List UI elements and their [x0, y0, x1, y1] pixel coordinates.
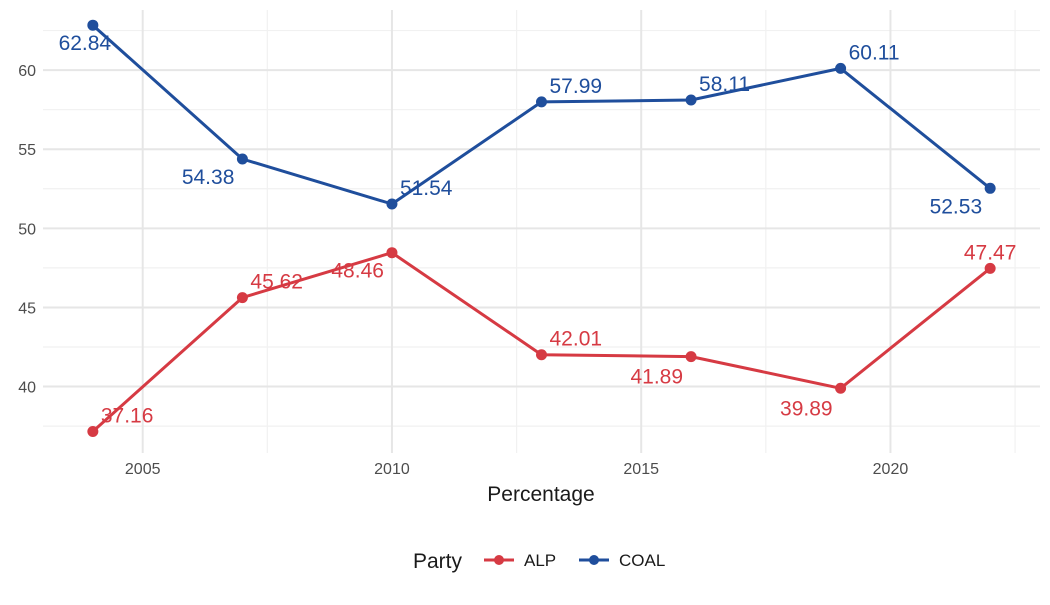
data-label-alp: 48.46 [331, 260, 384, 283]
data-point-coal [984, 182, 996, 194]
data-label-alp: 47.47 [964, 241, 1017, 264]
y-tick-label: 40 [18, 380, 36, 397]
legend-title: Party [413, 550, 463, 573]
data-point-alp [236, 292, 248, 304]
legend-label-alp: ALP [524, 551, 556, 570]
legend-label-coal: COAL [619, 551, 665, 570]
data-point-coal [87, 19, 99, 31]
data-labels: 37.16 45.62 48.46 42.01 41.89 39.89 47.47 62.84… [59, 32, 1017, 427]
data-label-coal: 57.99 [550, 75, 603, 98]
data-label-alp: 45.62 [250, 271, 303, 294]
x-axis-title: Percentage [487, 483, 594, 506]
data-point-coal [536, 96, 547, 108]
data-label-coal: 58.11 [699, 73, 750, 96]
x-axis-ticks: 2005 2010 2015 2020 [125, 461, 908, 478]
data-point-alp [685, 351, 697, 363]
data-label-alp: 41.89 [630, 366, 683, 389]
legend-marker-coal [589, 555, 599, 565]
data-label-coal: 51.54 [400, 177, 453, 200]
data-point-coal [386, 198, 398, 210]
y-axis-ticks: 40 45 50 55 60 [18, 63, 36, 396]
series-layer [87, 19, 996, 437]
data-point-alp [984, 262, 996, 274]
x-tick-label: 2005 [125, 461, 161, 478]
x-tick-label: 2010 [374, 461, 410, 478]
data-label-coal: 54.38 [182, 166, 235, 189]
data-point-alp [835, 382, 847, 394]
y-tick-label: 55 [18, 142, 36, 159]
data-label-coal: 52.53 [930, 195, 983, 218]
data-label-alp: 39.89 [780, 397, 833, 420]
data-point-coal [236, 153, 248, 165]
y-tick-label: 50 [18, 221, 36, 238]
x-tick-label: 2015 [623, 461, 659, 478]
grid-major [43, 10, 1040, 453]
x-tick-label: 2020 [873, 461, 909, 478]
data-label-coal: 60.11 [849, 41, 900, 64]
data-label-alp: 42.01 [550, 328, 603, 351]
legend: Party ALP COAL [413, 550, 665, 573]
legend-marker-alp [494, 555, 504, 565]
data-point-alp [536, 349, 547, 361]
y-tick-label: 60 [18, 63, 36, 80]
y-tick-label: 45 [18, 300, 36, 317]
data-point-alp [386, 247, 398, 259]
data-point-alp [87, 425, 99, 437]
data-point-coal [685, 94, 697, 106]
data-label-coal: 62.84 [59, 32, 112, 55]
data-point-coal [835, 62, 847, 74]
series-line-alp [91, 251, 992, 433]
data-label-alp: 37.16 [101, 404, 154, 427]
